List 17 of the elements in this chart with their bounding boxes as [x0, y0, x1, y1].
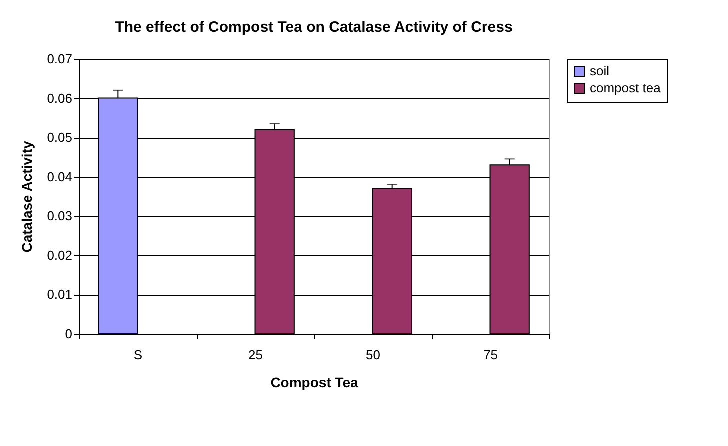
- x-tick-label: S: [134, 348, 143, 362]
- y-tick-label: 0.02: [47, 248, 72, 263]
- legend-label: soil: [590, 64, 610, 78]
- y-tick-label: 0.03: [47, 208, 72, 224]
- x-tick-label: 75: [484, 348, 498, 362]
- y-tick-label: 0.06: [47, 90, 72, 106]
- y-tick-label: 0.04: [47, 169, 72, 184]
- legend-label: compost tea: [590, 80, 662, 96]
- y-tick-label: 0.01: [47, 287, 72, 302]
- y-tick-label: 0.07: [47, 52, 72, 66]
- y-tick-label: 0.05: [47, 130, 72, 146]
- y-tick-label: 0: [65, 326, 72, 342]
- chart-title: The effect of Compost Tea on Catalase Activity of Cress: [115, 19, 513, 36]
- y-axis-title: Catalase Activity: [19, 141, 36, 253]
- x-tick-label: 50: [366, 348, 380, 362]
- x-axis-title: Compost Tea: [270, 374, 359, 390]
- x-tick-label: 25: [248, 348, 263, 362]
